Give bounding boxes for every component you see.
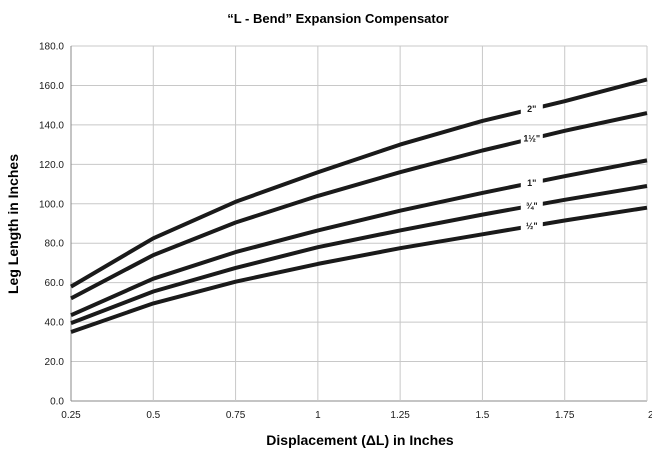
series-label-bg <box>520 199 543 212</box>
grid <box>70 45 648 402</box>
series-labels: 2" 1½" 1" ¾" ½" <box>520 103 543 233</box>
x-tick-label: 1.75 <box>555 410 575 421</box>
x-tick-labels: 0.25 0.5 0.75 1 1.25 1.5 1.75 2 <box>61 410 652 421</box>
x-tick-label: 0.75 <box>226 410 246 421</box>
y-tick-label: 160.0 <box>39 81 64 92</box>
x-tick-label: 1 <box>315 410 321 421</box>
x-tick-label: 0.5 <box>146 410 160 421</box>
series-line <box>69 77 648 289</box>
series-label: 1" <box>527 178 536 188</box>
x-tick-label: 1.25 <box>390 410 410 421</box>
y-tick-label: 0.0 <box>50 397 64 408</box>
x-tick-label: 1.5 <box>475 410 489 421</box>
series-label: 2" <box>527 104 536 114</box>
x-tick-label: 0.25 <box>61 410 81 421</box>
x-tick-label: 2 <box>648 410 652 421</box>
series-label-bg <box>520 103 543 116</box>
chart-title: “L - Bend” Expansion Compensator <box>227 11 449 26</box>
series-label-bg <box>520 176 543 189</box>
y-tick-label: 140.0 <box>39 120 64 131</box>
series-line <box>70 158 648 318</box>
series-line <box>70 111 648 301</box>
series-lines <box>69 77 648 334</box>
y-tick-labels: 0.0 20.0 40.0 60.0 80.0 100.0 120.0 140.0 160.0 1… <box>39 42 64 408</box>
y-tick-label: 180.0 <box>39 42 64 53</box>
y-tick-label: 20.0 <box>45 357 65 368</box>
x-axis-title: Displacement (ΔL) in Inches <box>266 432 454 448</box>
series-label: ½" <box>526 221 538 231</box>
y-tick-label: 100.0 <box>39 199 64 210</box>
series-line <box>70 205 648 334</box>
y-tick-label: 60.0 <box>45 278 65 289</box>
series-label-bg <box>520 132 543 145</box>
series-line <box>70 184 648 325</box>
y-tick-label: 120.0 <box>39 160 64 171</box>
y-axis-title: Leg Length in Inches <box>5 154 21 294</box>
series-label: 1½" <box>523 134 540 144</box>
y-tick-label: 80.0 <box>45 239 65 250</box>
series-label: ¾" <box>526 201 538 211</box>
y-tick-label: 40.0 <box>45 318 65 329</box>
series-label-bg <box>520 220 543 233</box>
